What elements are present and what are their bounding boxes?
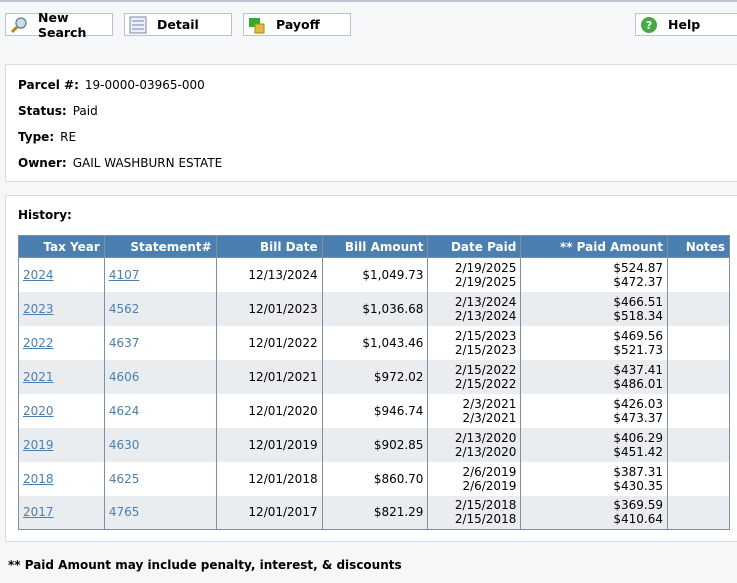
table-row: 2017 4765 12/01/2017 $821.29 2/15/2018 2/… xyxy=(18,495,730,530)
statement-link[interactable]: 4624 xyxy=(108,403,140,418)
table-row: 2024 4107 12/13/2024 $1,049.73 2/19/2025… xyxy=(18,257,730,292)
parcel-row: Parcel #: 19-0000-03965-000 xyxy=(18,78,205,92)
status-value: Paid xyxy=(72,104,98,118)
tax-year-link[interactable]: 2022 xyxy=(23,335,54,350)
column-header: Notes xyxy=(667,235,730,258)
notes xyxy=(667,359,730,394)
notes xyxy=(667,393,730,428)
bill-amount: $1,049.73 xyxy=(321,257,429,292)
payoff-button[interactable]: Payoff xyxy=(243,13,351,36)
owner-value: GAIL WASHBURN ESTATE xyxy=(72,156,223,170)
tax-year-link[interactable]: 2023 xyxy=(23,301,54,316)
date-paid: 2/13/2024 2/13/2024 xyxy=(427,291,522,326)
tax-year-link[interactable]: 2019 xyxy=(23,437,54,452)
table-row: 2023 4562 12/01/2023 $1,036.68 2/13/2024… xyxy=(18,291,730,326)
statement-link[interactable]: 4606 xyxy=(108,369,140,384)
detail-label: Detail xyxy=(157,17,199,32)
statement-link[interactable]: 4630 xyxy=(108,437,140,452)
column-header: ** Paid Amount xyxy=(520,235,668,258)
help-icon: ? xyxy=(640,16,658,34)
statement-link[interactable]: 4637 xyxy=(108,335,140,350)
status-row: Status: Paid xyxy=(18,104,98,118)
bill-amount: $1,036.68 xyxy=(321,291,429,326)
tax-year-link[interactable]: 2020 xyxy=(23,403,54,418)
svg-text:?: ? xyxy=(646,19,652,32)
bill-amount: $821.29 xyxy=(321,495,429,530)
notes xyxy=(667,291,730,326)
detail-button[interactable]: Detail xyxy=(124,13,232,36)
date-paid: 2/13/2020 2/13/2020 xyxy=(427,427,522,462)
table-row: 2019 4630 12/01/2019 $902.85 2/13/2020 2/… xyxy=(18,427,730,462)
history-title: History: xyxy=(18,208,72,222)
table-row: 2020 4624 12/01/2020 $946.74 2/3/2021 2/3… xyxy=(18,393,730,428)
bill-date: 12/01/2021 xyxy=(215,359,323,394)
bill-date: 12/01/2017 xyxy=(215,495,323,530)
paid-amount: $426.03 $473.37 xyxy=(520,393,668,428)
tax-year-link[interactable]: 2017 xyxy=(23,505,54,520)
notes xyxy=(667,495,730,530)
statement-link[interactable]: 4625 xyxy=(108,471,140,486)
paid-amount: $387.31 $430.35 xyxy=(520,461,668,496)
money-icon xyxy=(248,16,266,34)
bill-amount: $1,043.46 xyxy=(321,325,429,360)
tax-year-link[interactable]: 2024 xyxy=(23,267,54,282)
type-row: Type: RE xyxy=(18,130,77,144)
owner-row: Owner: GAIL WASHBURN ESTATE xyxy=(18,156,223,170)
column-header: Date Paid xyxy=(427,235,522,258)
statement-link[interactable]: 4107 xyxy=(108,267,140,282)
bill-amount: $902.85 xyxy=(321,427,429,462)
bill-date: 12/01/2023 xyxy=(215,291,323,326)
list-icon xyxy=(129,16,147,34)
paid-amount: $406.29 $451.42 xyxy=(520,427,668,462)
bill-amount: $972.02 xyxy=(321,359,429,394)
bill-date: 12/01/2022 xyxy=(215,325,323,360)
table-row: 2021 4606 12/01/2021 $972.02 2/15/2022 2/… xyxy=(18,359,730,394)
notes xyxy=(667,325,730,360)
table-row: 2018 4625 12/01/2018 $860.70 2/6/2019 2/6… xyxy=(18,461,730,496)
paid-amount: $369.59 $410.64 xyxy=(520,495,668,530)
paid-amount: $437.41 $486.01 xyxy=(520,359,668,394)
history-table: Tax Year Statement# Bill Date Bill Amount Da… xyxy=(18,235,730,530)
table-row: 2022 4637 12/01/2022 $1,043.46 2/15/2023… xyxy=(18,325,730,360)
notes xyxy=(667,461,730,496)
bill-date: 12/01/2019 xyxy=(215,427,323,462)
notes xyxy=(667,427,730,462)
type-value: RE xyxy=(60,130,77,144)
column-header: Tax Year xyxy=(18,235,105,258)
payoff-label: Payoff xyxy=(276,17,320,32)
notes xyxy=(667,257,730,292)
history-panel: History: Tax Year Statement# Bill Date Bill… xyxy=(5,195,737,542)
date-paid: 2/6/2019 2/6/2019 xyxy=(427,461,522,496)
tax-year-link[interactable]: 2021 xyxy=(23,369,54,384)
date-paid: 2/15/2023 2/15/2023 xyxy=(427,325,522,360)
tax-year-link[interactable]: 2018 xyxy=(23,471,54,486)
column-header: Bill Date xyxy=(215,235,323,258)
statement-link[interactable]: 4765 xyxy=(108,505,140,520)
column-header: Bill Amount xyxy=(321,235,429,258)
footnote: ** Paid Amount may include penalty, inte… xyxy=(8,558,402,572)
date-paid: 2/15/2018 2/15/2018 xyxy=(427,495,522,530)
new-search-button[interactable]: New Search xyxy=(5,10,113,40)
parcel-value: 19-0000-03965-000 xyxy=(84,78,205,92)
paid-amount: $469.56 $521.73 xyxy=(520,325,668,360)
bill-date: 12/01/2020 xyxy=(215,393,323,428)
bill-date: 12/13/2024 xyxy=(215,257,323,292)
paid-amount: $466.51 $518.34 xyxy=(520,291,668,326)
bill-date: 12/01/2018 xyxy=(215,461,323,496)
parcel-info-panel: Parcel #: 19-0000-03965-000 Status: Paid T… xyxy=(5,64,737,182)
statement-link[interactable]: 4562 xyxy=(108,301,140,316)
help-button[interactable]: ? Help xyxy=(635,13,737,36)
paid-amount: $524.87 $472.37 xyxy=(520,257,668,292)
magnifier-icon xyxy=(10,16,28,34)
date-paid: 2/3/2021 2/3/2021 xyxy=(427,393,522,428)
help-label: Help xyxy=(668,17,701,32)
date-paid: 2/15/2022 2/15/2022 xyxy=(427,359,522,394)
column-header: Statement# xyxy=(103,235,217,258)
date-paid: 2/19/2025 2/19/2025 xyxy=(427,257,522,292)
bill-amount: $946.74 xyxy=(321,393,429,428)
bill-amount: $860.70 xyxy=(321,461,429,496)
new-search-label: New Search xyxy=(38,9,87,40)
